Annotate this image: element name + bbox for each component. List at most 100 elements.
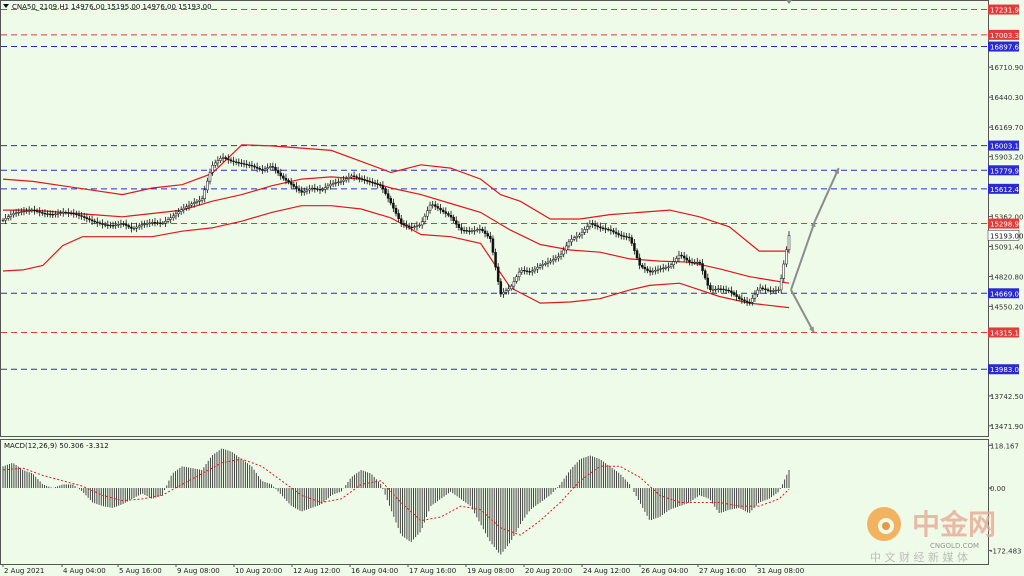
dropdown-triangle-icon[interactable] [3, 4, 9, 8]
candle-body-166 [436, 206, 440, 209]
price-tick-label-13: 15091.40 [990, 244, 1023, 252]
candle-body-51 [135, 226, 138, 229]
candle-body-126 [331, 182, 335, 185]
candle-body-242 [635, 250, 639, 259]
projection-arrowhead-2 [809, 326, 814, 333]
candle-body-118 [310, 187, 314, 190]
candle-body-268 [703, 270, 707, 279]
candle-body-132 [347, 176, 351, 179]
candle-body-90 [237, 162, 241, 164]
candle-body-237 [622, 235, 626, 237]
candle-body-89 [234, 161, 238, 163]
candle-body-247 [648, 270, 652, 273]
candle-body-284 [745, 300, 749, 303]
price-tick-label-6: 16003.11 [990, 143, 1023, 151]
candle-body-25 [67, 212, 70, 214]
candle-body-94 [248, 164, 251, 166]
time-tick-label-4: 10 Aug 20:00 [235, 567, 282, 575]
candle-body-42 [111, 225, 115, 227]
candle-body-276 [724, 289, 728, 291]
candle-body-28 [75, 213, 78, 215]
candle-body-262 [688, 259, 691, 263]
candle-body-169 [444, 211, 448, 214]
price-pill-17 [988, 327, 1019, 338]
candle-body-80 [211, 165, 214, 173]
candle-body-189 [496, 266, 500, 282]
candle-body-121 [318, 189, 322, 191]
candle-body-209 [549, 260, 552, 263]
macd-tick-label-2: -172.483 [990, 547, 1021, 555]
candle-body-168 [441, 209, 445, 212]
projection-arrowhead-0 [810, 221, 816, 228]
candle-body-226 [593, 224, 597, 226]
candle-body-289 [758, 287, 762, 291]
time-tick-label-1: 4 Aug 04:00 [63, 567, 106, 575]
candle-body-31 [82, 216, 86, 218]
candle-body-175 [460, 227, 463, 231]
candle-body-244 [641, 264, 644, 268]
candle-body-54 [143, 223, 146, 226]
candle-body-24 [64, 212, 68, 214]
candle-body-216 [567, 241, 571, 247]
candle-body-178 [468, 230, 471, 232]
candle-body-256 [672, 261, 675, 266]
candle-body-100 [263, 168, 267, 171]
price-tick-label-3: 16710.90 [990, 64, 1023, 72]
candle-body-105 [276, 169, 280, 174]
candle-body-67 [177, 211, 180, 215]
candle-body-200 [525, 270, 529, 272]
candle-body-7 [20, 211, 23, 213]
candle-body-239 [627, 236, 631, 239]
candle-body-73 [193, 202, 196, 204]
candle-body-15 [41, 212, 44, 214]
price-pill-11 [988, 218, 1019, 229]
candle-body-36 [96, 221, 99, 224]
candle-body-120 [316, 188, 319, 190]
time-axis: 2 Aug 2021 4 Aug 04:00 5 Aug 16:00 9 Aug 08… [2, 564, 804, 575]
candle-body-210 [551, 259, 555, 262]
candle-body-240 [630, 237, 634, 244]
candle-body-260 [682, 255, 686, 259]
macd-layer [2, 448, 790, 555]
time-tick-label-6: 16 Aug 04:00 [351, 567, 398, 575]
candle-body-84 [221, 157, 225, 159]
candle-body-215 [565, 245, 568, 251]
candle-body-149 [392, 202, 395, 209]
candle-body-9 [25, 210, 28, 212]
candle-body-110 [289, 182, 293, 185]
watermark-logo-core-icon [882, 522, 890, 530]
price-tick-label-20: 13742.50 [990, 393, 1023, 401]
price-tick-label-17: 14315.18 [990, 329, 1023, 337]
candle-body-17 [46, 213, 49, 215]
candle-body-16 [43, 213, 47, 215]
candle-body-76 [200, 198, 204, 201]
candle-body-117 [308, 188, 311, 191]
candle-body-27 [72, 213, 75, 215]
candle-body-57 [151, 222, 154, 224]
candle-body-223 [586, 226, 589, 230]
candle-body-158 [415, 225, 419, 227]
candle-body-63 [166, 219, 170, 222]
candle-body-162 [426, 210, 429, 217]
candle-body-186 [489, 235, 492, 239]
candle-layer [1, 153, 791, 306]
price-tick-label-15: 14669.06 [990, 290, 1024, 298]
price-pill-6 [988, 140, 1019, 151]
candle-body-65 [172, 215, 175, 219]
candle-body-232 [609, 229, 613, 231]
candle-body-134 [352, 175, 356, 178]
candle-body-265 [696, 261, 699, 264]
candle-body-264 [693, 261, 696, 264]
candle-body-141 [371, 181, 374, 184]
candle-body-154 [405, 224, 408, 227]
candle-body-86 [227, 158, 230, 161]
candle-body-151 [397, 213, 400, 219]
candle-body-266 [698, 261, 702, 264]
candle-body-79 [208, 172, 212, 182]
time-tick-label-3: 9 Aug 08:00 [177, 567, 220, 575]
candle-body-72 [190, 203, 193, 206]
candle-body-255 [669, 264, 673, 268]
candle-body-95 [250, 165, 254, 167]
candle-body-269 [706, 277, 710, 286]
candle-body-115 [303, 190, 306, 193]
